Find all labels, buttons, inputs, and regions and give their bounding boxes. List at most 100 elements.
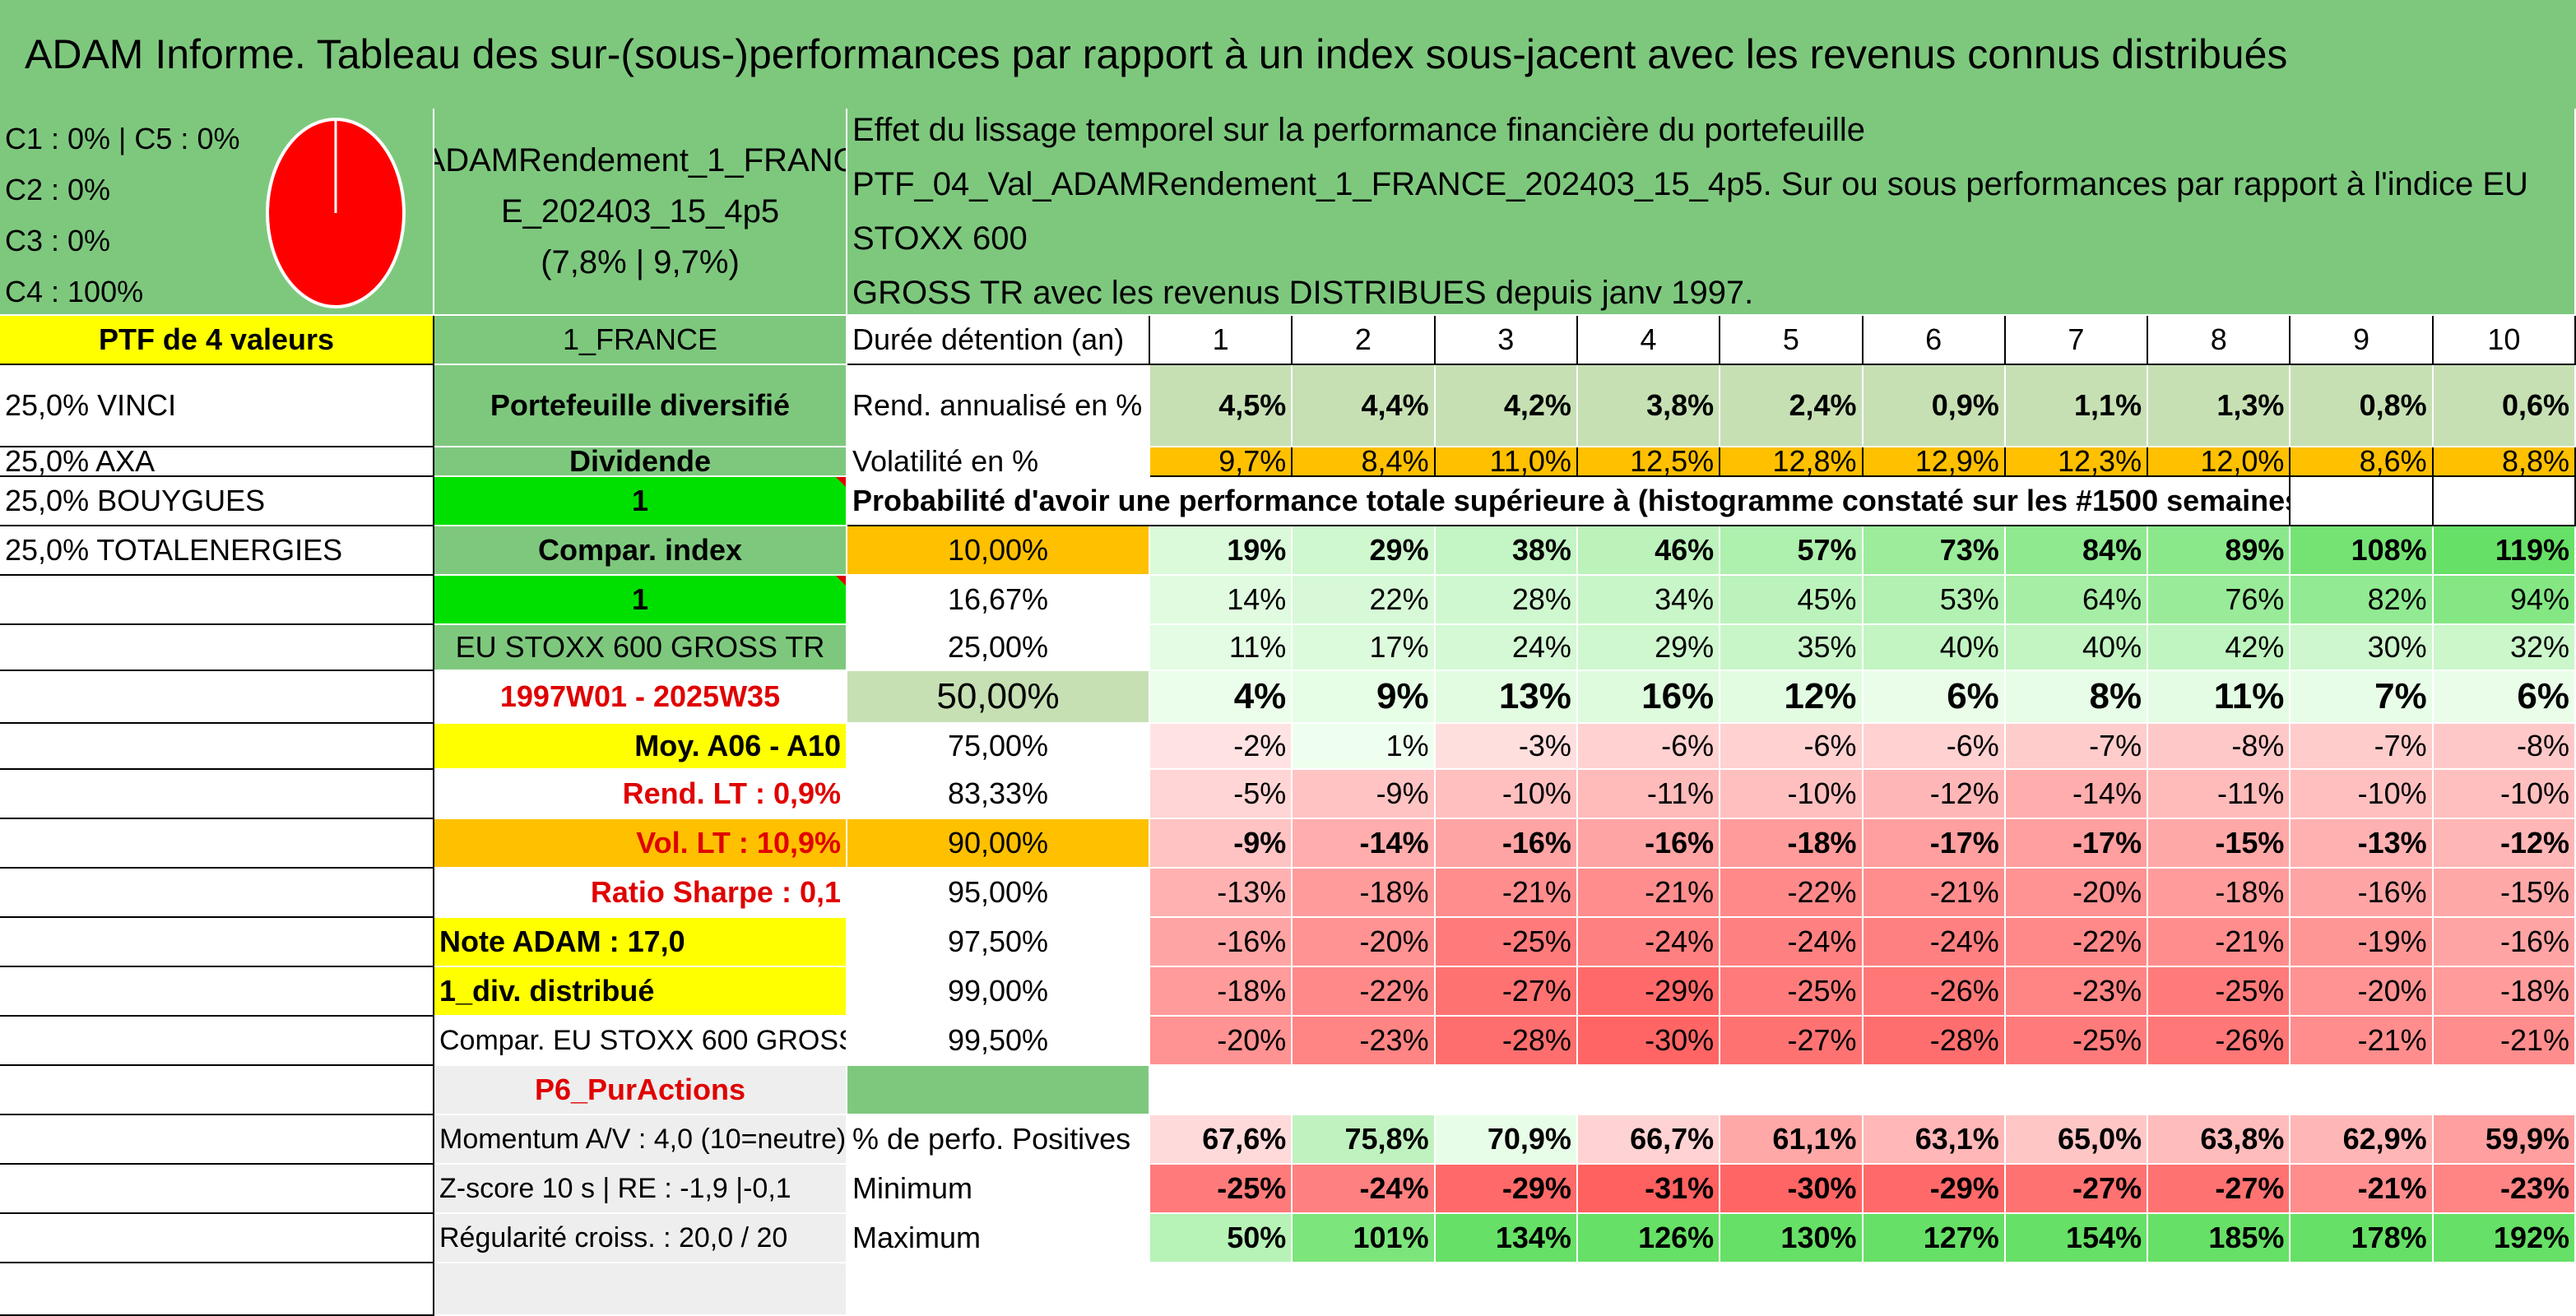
- volatility-value: 11,0%: [1435, 447, 1578, 477]
- maximum-value: 134%: [1435, 1214, 1578, 1263]
- percentile-value: -21%: [2433, 1017, 2576, 1066]
- allocation-pie-chart: [266, 118, 406, 308]
- percentile-value: 14%: [1150, 576, 1293, 625]
- percentile-value: -29%: [1577, 967, 1721, 1017]
- portfolio-size-label: PTF de 4 valeurs: [0, 316, 434, 365]
- percentile-value: -10%: [2433, 770, 2576, 819]
- percentile-value: 29%: [1577, 625, 1721, 671]
- percentile-label: 75,00%: [847, 724, 1150, 770]
- percentile-value: 4%: [1150, 671, 1293, 724]
- percentile-label: 16,67%: [847, 576, 1150, 625]
- positive-rate-value: 62,9%: [2291, 1115, 2434, 1165]
- positive-rate-value: 61,1%: [1720, 1115, 1864, 1165]
- percentile-value: 22%: [1293, 576, 1436, 625]
- year-header: 1: [1150, 316, 1293, 365]
- percentile-value: 45%: [1720, 576, 1864, 625]
- positive-rate-label: % de perfo. Positives: [847, 1115, 1150, 1165]
- percentile-value: -23%: [2005, 967, 2149, 1017]
- empty-cell: [0, 1263, 434, 1316]
- percentile-value: 53%: [1863, 576, 2006, 625]
- empty-cell: [2291, 1263, 2434, 1316]
- empty-cell: [2148, 1263, 2291, 1316]
- percentile-value: -27%: [1720, 1017, 1864, 1066]
- percentile-value: -19%: [2291, 918, 2434, 967]
- comparison-label: Compar. index: [434, 526, 847, 576]
- percentile-value: 76%: [2148, 576, 2291, 625]
- maximum-value: 185%: [2148, 1214, 2291, 1263]
- long-term-volatility: Vol. LT : 10,9%: [434, 819, 847, 869]
- probability-title: Probabilité d'avoir une performance tota…: [847, 477, 2291, 526]
- percentile-value: -21%: [1577, 869, 1721, 918]
- year-header: 2: [1293, 316, 1436, 365]
- percentile-value: -16%: [1150, 918, 1293, 967]
- empty-cell: [1863, 1263, 2006, 1316]
- percentile-value: 29%: [1293, 526, 1436, 576]
- percentile-value: -25%: [2148, 967, 2291, 1017]
- percentile-value: -24%: [1720, 918, 1864, 967]
- percentile-value: 17%: [1293, 625, 1436, 671]
- percentile-value: 19%: [1150, 526, 1293, 576]
- percentile-value: -16%: [2433, 918, 2576, 967]
- empty-cell: [434, 1263, 847, 1316]
- empty-cell: [1150, 1263, 1293, 1316]
- percentile-value: -9%: [1150, 819, 1293, 869]
- volatility-value: 12,5%: [1577, 447, 1721, 477]
- year-header: 4: [1577, 316, 1721, 365]
- percentile-value: 8%: [2005, 671, 2149, 724]
- percentile-value: -20%: [2291, 967, 2434, 1017]
- empty-cell: [1435, 1263, 1578, 1316]
- percentile-value: 12%: [1720, 671, 1864, 724]
- holding-period-label: Durée détention (an): [847, 316, 1150, 365]
- percentile-value: 57%: [1720, 526, 1864, 576]
- percentile-value: -18%: [2148, 869, 2291, 918]
- minimum-value: -23%: [2433, 1165, 2576, 1214]
- percentile-value: -22%: [1720, 869, 1864, 918]
- percentile-value: -10%: [1720, 770, 1864, 819]
- percentile-value: -16%: [1435, 819, 1578, 869]
- empty-cell: [847, 1066, 1150, 1115]
- annual-return-value: 0,6%: [2433, 365, 2576, 447]
- annual-return-value: 4,4%: [1293, 365, 1436, 447]
- maximum-value: 50%: [1150, 1214, 1293, 1263]
- empty-cell: [0, 1066, 434, 1115]
- percentile-value: -28%: [1863, 1017, 2006, 1066]
- percentile-value: 24%: [1435, 625, 1578, 671]
- volatility-value: 9,7%: [1150, 447, 1293, 477]
- minimum-label: Minimum: [847, 1165, 1150, 1214]
- performance-table: C1 : 0% | C5 : 0% C2 : 0% C3 : 0% C4 : 100%…: [0, 109, 2576, 1316]
- percentile-value: 11%: [2148, 671, 2291, 724]
- empty-cell: [1720, 1263, 1864, 1316]
- positive-rate-value: 63,1%: [1863, 1115, 2006, 1165]
- minimum-value: -31%: [1577, 1165, 1721, 1214]
- momentum-label: Momentum A/V : 4,0 (10=neutre): [434, 1115, 847, 1165]
- percentile-value: -20%: [1150, 1017, 1293, 1066]
- percentile-value: -28%: [1435, 1017, 1578, 1066]
- percentile-value: 40%: [2005, 625, 2149, 671]
- percentile-value: -25%: [2005, 1017, 2149, 1066]
- option-value: 1: [434, 576, 847, 625]
- percentile-label: 99,00%: [847, 967, 1150, 1017]
- percentile-value: -30%: [1577, 1017, 1721, 1066]
- percentile-label: 83,33%: [847, 770, 1150, 819]
- percentile-value: -8%: [2433, 724, 2576, 770]
- percentile-value: -6%: [1863, 724, 2006, 770]
- percentile-value: 64%: [2005, 576, 2149, 625]
- percentile-value: 30%: [2291, 625, 2434, 671]
- percentile-value: 9%: [1293, 671, 1436, 724]
- annual-return-value: 4,5%: [1150, 365, 1293, 447]
- profile-label: P6_PurActions: [434, 1066, 847, 1115]
- percentile-value: 6%: [1863, 671, 2006, 724]
- percentile-value: -22%: [1293, 967, 1436, 1017]
- regularity-label: Régularité croiss. : 20,0 / 20: [434, 1214, 847, 1263]
- percentile-value: -13%: [2291, 819, 2434, 869]
- percentile-value: 28%: [1435, 576, 1578, 625]
- maximum-label: Maximum: [847, 1214, 1150, 1263]
- effect-description-line: PTF_04_Val_ADAMRendement_1_FRANCE_202403…: [852, 166, 2528, 257]
- percentile-value: -7%: [2005, 724, 2149, 770]
- year-header: 3: [1435, 316, 1578, 365]
- percentile-value: -18%: [1293, 869, 1436, 918]
- adam-score: Note ADAM : 17,0: [434, 918, 847, 967]
- holding-item: 25,0% BOUYGUES: [0, 477, 434, 526]
- positive-rate-value: 59,9%: [2433, 1115, 2576, 1165]
- volatility-value: 8,4%: [1293, 447, 1436, 477]
